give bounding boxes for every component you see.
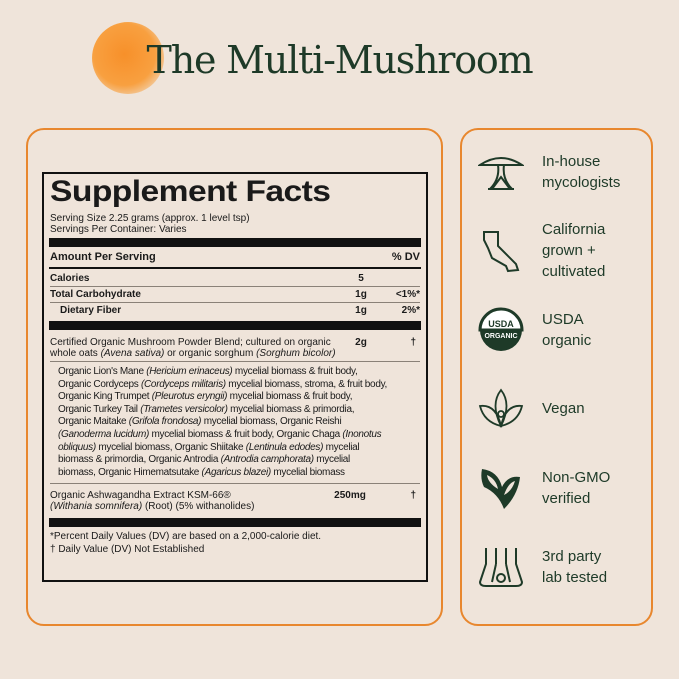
ingredient-line: (Ganoderma lucidum) mycelial biomass & f… <box>58 428 382 440</box>
ingredient-line: Organic King Trumpet (Pleurotus eryngii)… <box>58 391 353 403</box>
divider <box>49 321 421 330</box>
svg-text:ORGANIC: ORGANIC <box>484 333 517 340</box>
feature-item: 3rd party lab tested <box>462 527 651 606</box>
flask-icon <box>478 547 524 587</box>
nutrient-row: Dietary Fiber 1g 2%* <box>60 305 420 316</box>
ingredient-line: biomass & primordia, Organic Antrodia (A… <box>58 454 350 466</box>
feature-item: California grown + cultivated <box>462 211 651 290</box>
supplement-facts-panel: Supplement Facts Serving Size 2.25 grams… <box>42 172 428 582</box>
ingredient-line: Organic Cordyceps (Cordyceps militaris) … <box>58 378 388 390</box>
page-title: The Multi-Mushroom <box>146 38 534 82</box>
features-card: In-house mycologists California grown + … <box>460 128 653 626</box>
ingredient-line: Organic Maitake (Grifola frondosa) mycel… <box>58 416 342 428</box>
ashwagandha-row: Organic Ashwagandha Extract KSM-66® (With… <box>50 490 416 513</box>
ingredient-line: Organic Turkey Tail (Trametes versicolor… <box>58 403 355 415</box>
divider <box>49 267 421 269</box>
feature-item: Vegan <box>462 369 651 448</box>
svg-text:USDA: USDA <box>488 319 514 329</box>
ingredient-line: Organic Lion's Mane (Hericium erinaceus)… <box>58 366 358 377</box>
usda-organic-icon: USDA ORGANIC <box>478 307 524 351</box>
facts-heading: Supplement Facts <box>50 175 331 208</box>
butterfly-icon <box>481 468 520 509</box>
amount-header: Amount Per Serving <box>50 251 156 263</box>
ingredient-line: biomass, Organic Himematsutake (Agaricus… <box>58 466 345 478</box>
sun-graphic <box>92 22 164 94</box>
feature-item: Non-GMO verified <box>462 448 651 527</box>
feature-item: In-house mycologists <box>462 132 651 211</box>
serving-size: Serving Size 2.25 grams (approx. 1 level… <box>50 213 250 224</box>
nutrient-row: Calories 5 <box>50 273 364 284</box>
servings-per-container: Servings Per Container: Varies <box>50 224 187 235</box>
ingredient-line: obliquus) mycelial biomass, Organic Shii… <box>58 441 360 453</box>
supplement-card: Supplement Facts Serving Size 2.25 grams… <box>26 128 443 626</box>
nutrient-row: Total Carbohydrate 1g <1%* <box>50 289 420 300</box>
lotus-icon <box>478 388 524 428</box>
divider <box>49 238 421 247</box>
feature-item: USDA ORGANIC USDA organic <box>462 290 651 369</box>
california-icon <box>483 230 520 272</box>
ingredient-list: Organic Lion's Mane (Hericium erinaceus)… <box>50 362 420 483</box>
footnote: † Daily Value (DV) Not Established <box>50 544 205 556</box>
dv-header: % DV <box>391 251 420 263</box>
mushroom-icon <box>478 156 524 190</box>
footnote: *Percent Daily Values (DV) are based on … <box>50 531 322 543</box>
divider <box>49 518 421 528</box>
blend-row: Certified Organic Mushroom Powder Blend;… <box>50 337 416 359</box>
